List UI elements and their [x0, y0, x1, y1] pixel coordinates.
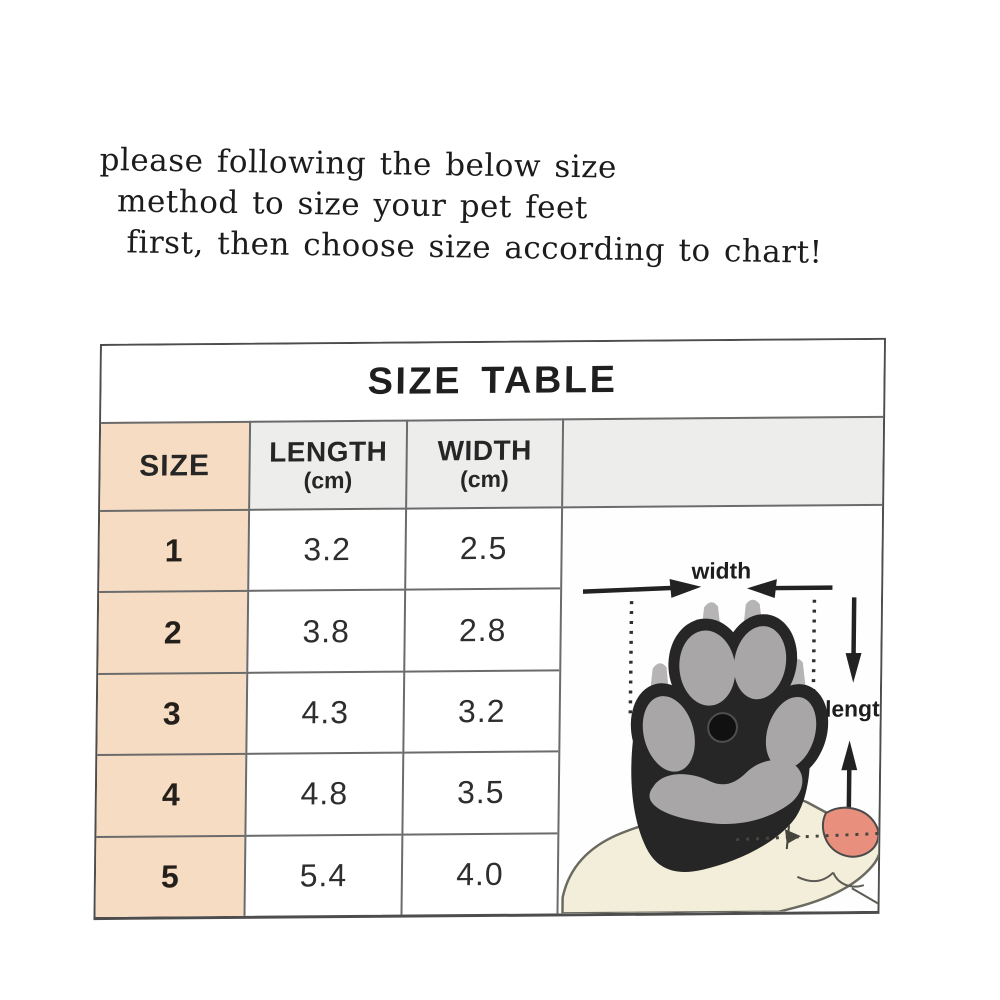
- col-header-length-label: LENGTH: [269, 436, 388, 469]
- width-guide-left: [628, 601, 634, 715]
- size-table: SIZE TABLE SIZE LENGTH (cm) WIDTH (cm) w…: [93, 337, 886, 921]
- col-header-diagram-spacer: [561, 415, 884, 507]
- col-header-length-unit: (cm): [303, 466, 353, 494]
- size-row-4-width: 3.5: [401, 750, 559, 834]
- width-arrows-icon: width: [582, 557, 833, 599]
- paw-icon: [630, 599, 829, 872]
- width-label: width: [690, 557, 751, 583]
- col-header-size: SIZE: [100, 420, 250, 511]
- foot-baseline-dots: [736, 825, 881, 850]
- size-row-1-length: 3.2: [247, 507, 406, 591]
- size-row-4-length: 4.8: [244, 751, 403, 835]
- size-row-1-label: 1: [99, 508, 249, 592]
- paw-center-pad-icon: [707, 712, 738, 743]
- col-header-length: LENGTH (cm): [248, 419, 407, 509]
- paw-diagram-icon: width length: [561, 557, 883, 914]
- col-header-width-unit: (cm): [459, 465, 509, 492]
- toe-nail-icon: [821, 806, 880, 858]
- size-row-3-label: 3: [97, 671, 247, 755]
- foot-crease-lines: [796, 871, 882, 906]
- col-header-width: WIDTH (cm): [405, 418, 563, 508]
- size-row-5-label: 5: [95, 834, 245, 918]
- size-row-3-width: 3.2: [402, 669, 560, 752]
- length-arrows-icon: length: [825, 597, 882, 826]
- table-title: SIZE TABLE: [101, 339, 884, 422]
- col-header-width-label: WIDTH: [437, 435, 533, 467]
- paw-measure-diagram: width length: [556, 503, 883, 914]
- size-row-2-width: 2.8: [403, 587, 561, 671]
- size-row-1-width: 2.5: [404, 506, 562, 590]
- size-row-2-length: 3.8: [246, 589, 405, 672]
- size-row-5-width: 4.0: [400, 832, 558, 915]
- size-row-5-length: 5.4: [243, 833, 402, 916]
- size-row-4-label: 4: [96, 753, 246, 836]
- length-label: length: [825, 695, 882, 722]
- intro-text: please following the below size method t…: [98, 140, 930, 275]
- size-row-2-label: 2: [98, 590, 248, 673]
- size-row-3-length: 4.3: [245, 670, 404, 754]
